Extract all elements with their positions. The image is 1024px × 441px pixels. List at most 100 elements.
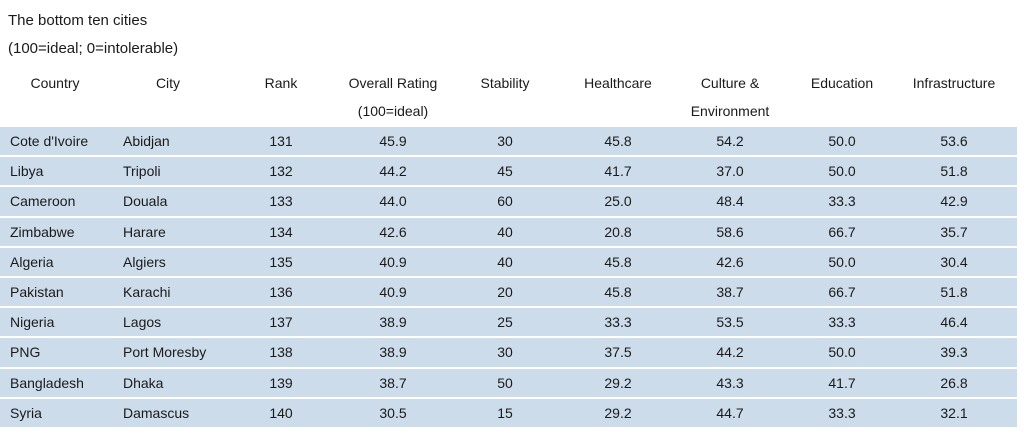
cell: Port Moresby (123, 344, 207, 361)
cell: Algiers (123, 253, 166, 270)
cell: 41.7 (604, 163, 632, 180)
cell: 38.9 (379, 344, 407, 361)
cell: PNG (10, 344, 41, 361)
cell: 42.6 (716, 253, 744, 270)
cell: 58.6 (716, 223, 744, 240)
column-header: Culture & (700, 75, 760, 91)
row-background (0, 308, 1017, 337)
cell: 135 (269, 253, 293, 270)
cell: 42.9 (940, 193, 968, 210)
cell: 26.8 (940, 374, 968, 391)
cell: 40 (497, 223, 513, 240)
row-background (0, 127, 1017, 156)
cell: 46.4 (940, 314, 968, 331)
cell: 66.7 (828, 223, 856, 240)
subtitle: (100=ideal; 0=intolerable) (8, 40, 179, 57)
cell: 15 (497, 404, 513, 421)
cell: Douala (123, 193, 168, 210)
cell: 38.7 (379, 374, 407, 391)
cell: 51.8 (940, 163, 968, 180)
cell: 51.8 (940, 284, 968, 300)
cell: 32.1 (940, 404, 968, 421)
cell: Damascus (123, 404, 190, 421)
cell: Nigeria (10, 314, 55, 331)
cell: 38.7 (716, 284, 744, 300)
cell: Pakistan (10, 284, 64, 300)
cell: 30 (497, 133, 513, 149)
column-header: Country (30, 75, 80, 91)
cell: 41.7 (828, 374, 856, 391)
cell: Zimbabwe (10, 223, 75, 240)
cell: 53.5 (716, 314, 744, 331)
cell: 136 (269, 284, 293, 300)
cell: 38.9 (379, 314, 407, 331)
cell: Tripoli (123, 163, 161, 180)
title: The bottom ten cities (8, 12, 148, 29)
cell: 139 (269, 374, 293, 391)
cell: 37.5 (604, 344, 632, 361)
row-background (0, 187, 1017, 216)
cell: Algeria (10, 253, 54, 270)
cell: Syria (10, 404, 42, 421)
cell: 33.3 (604, 314, 632, 331)
cell: 50.0 (828, 344, 856, 361)
cell: 50 (497, 374, 513, 391)
cell: 44.0 (379, 193, 407, 210)
row-background (0, 368, 1017, 397)
column-header: Education (810, 75, 874, 91)
cell: 30 (497, 344, 513, 361)
row-background (0, 157, 1017, 186)
cell: 33.3 (828, 404, 856, 421)
cell: 37.0 (716, 163, 744, 180)
cell: 33.3 (828, 193, 856, 210)
cell: 45.8 (604, 253, 632, 270)
cell: 53.6 (940, 133, 968, 149)
column-header: Stability (480, 75, 530, 91)
cell: Abidjan (123, 133, 170, 149)
cell: 33.3 (828, 314, 856, 331)
cell: Harare (123, 223, 166, 240)
cell: 40.9 (379, 284, 407, 300)
cell: 42.6 (379, 223, 407, 240)
cell: 48.4 (716, 193, 744, 210)
cell: 40 (497, 253, 513, 270)
cell: 60 (497, 193, 513, 210)
column-header: Rank (264, 75, 298, 91)
cell: 44.2 (716, 344, 744, 361)
cell: 50.0 (828, 253, 856, 270)
cell: 137 (269, 314, 293, 331)
column-header: City (155, 75, 181, 91)
cell: 40.9 (379, 253, 407, 270)
row-background (0, 247, 1017, 276)
cell: Lagos (123, 314, 162, 331)
cell: 30.4 (940, 253, 968, 270)
cell: 66.7 (828, 284, 856, 300)
cell: Dhaka (123, 374, 164, 391)
cell: 133 (269, 193, 293, 210)
cell: Cameroon (10, 193, 76, 210)
cell: 138 (269, 344, 293, 361)
row-background (0, 278, 1017, 307)
cell: 43.3 (716, 374, 744, 391)
column-header: (100=ideal) (357, 103, 429, 119)
cell: 131 (269, 133, 293, 149)
cell: 30.5 (379, 404, 407, 421)
cell: Bangladesh (10, 374, 84, 391)
cell: 45 (497, 163, 513, 180)
cell: 132 (269, 163, 293, 180)
row-background (0, 398, 1017, 427)
cell: 50.0 (828, 133, 856, 149)
cell: 29.2 (604, 404, 632, 421)
cell: 20 (497, 284, 513, 300)
column-header: Environment (690, 103, 770, 119)
column-header: Overall Rating (348, 75, 438, 91)
cell: 45.8 (604, 133, 632, 149)
cell: 140 (269, 404, 293, 421)
cell: 44.7 (716, 404, 744, 421)
column-header: Infrastructure (912, 75, 996, 91)
cell: 45.8 (604, 284, 632, 300)
cell: 35.7 (940, 223, 968, 240)
cell: 25 (497, 314, 513, 331)
row-background (0, 217, 1017, 246)
